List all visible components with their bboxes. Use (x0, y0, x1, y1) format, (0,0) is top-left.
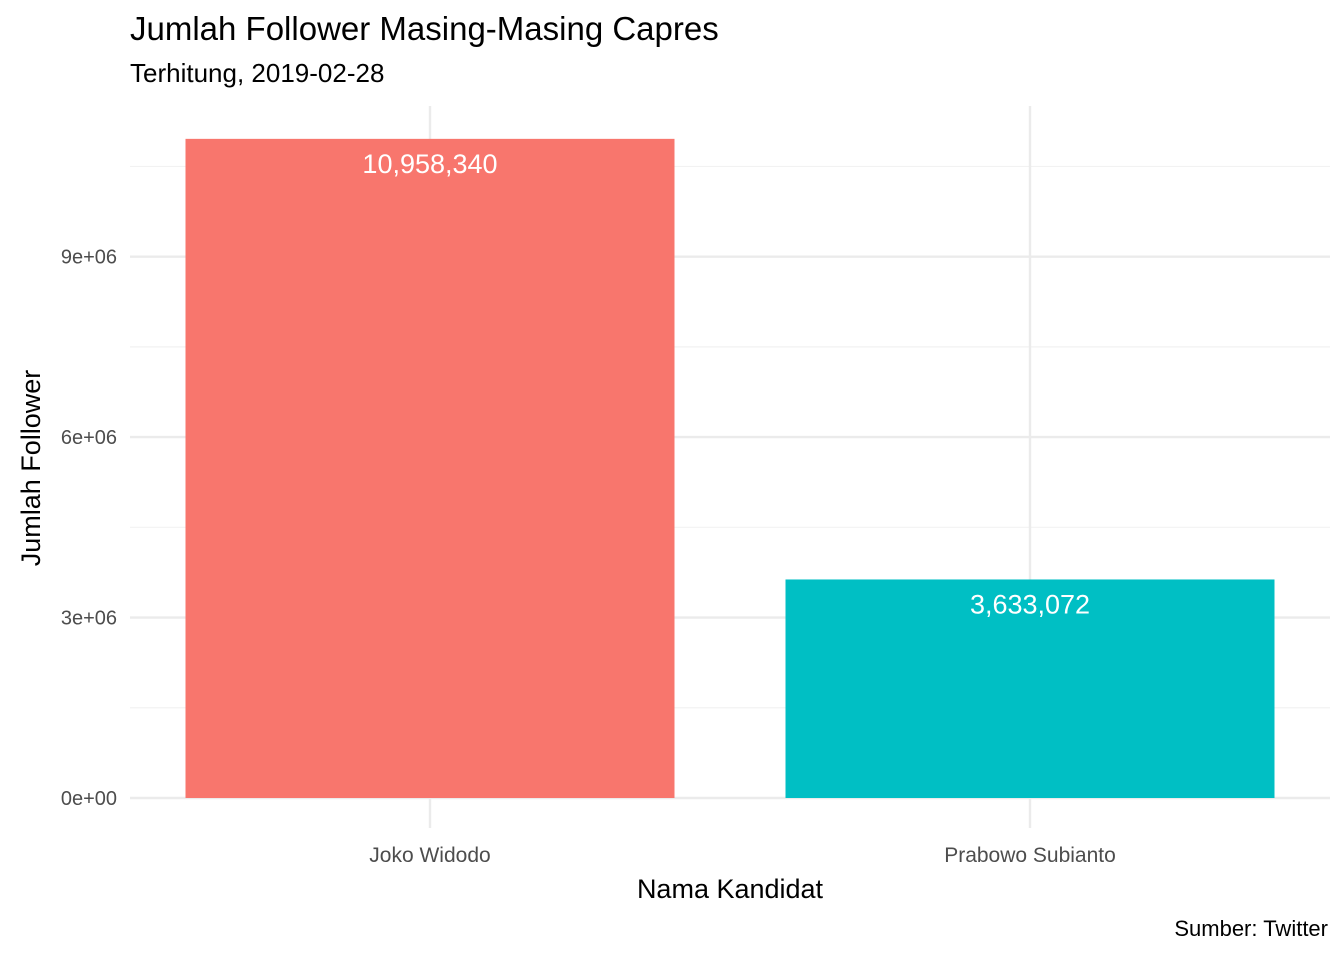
bars (185, 138, 1275, 799)
chart-subtitle: Terhitung, 2019-02-28 (130, 58, 385, 88)
y-tick-label: 0e+00 (61, 788, 117, 810)
bar (785, 579, 1275, 798)
chart-caption: Sumber: Twitter (1174, 916, 1328, 941)
x-axis-ticks: Joko Widodo Prabowo Subianto (369, 844, 1116, 867)
y-axis-ticks: 0e+00 3e+06 6e+06 9e+06 (61, 247, 117, 810)
y-tick-label: 9e+06 (61, 247, 117, 269)
bar-value-label: 10,958,340 (362, 149, 497, 179)
bar (185, 138, 675, 799)
chart-title: Jumlah Follower Masing-Masing Capres (130, 10, 719, 47)
x-tick-label: Joko Widodo (369, 844, 490, 867)
x-tick-label: Prabowo Subianto (944, 844, 1116, 867)
x-axis-title: Nama Kandidat (637, 874, 824, 904)
y-axis-title: Jumlah Follower (16, 370, 46, 567)
bar-value-label: 3,633,072 (970, 589, 1090, 619)
y-tick-label: 6e+06 (61, 427, 117, 449)
y-tick-label: 3e+06 (61, 608, 117, 630)
bar-labels: 10,958,340 3,633,072 (362, 149, 1090, 620)
